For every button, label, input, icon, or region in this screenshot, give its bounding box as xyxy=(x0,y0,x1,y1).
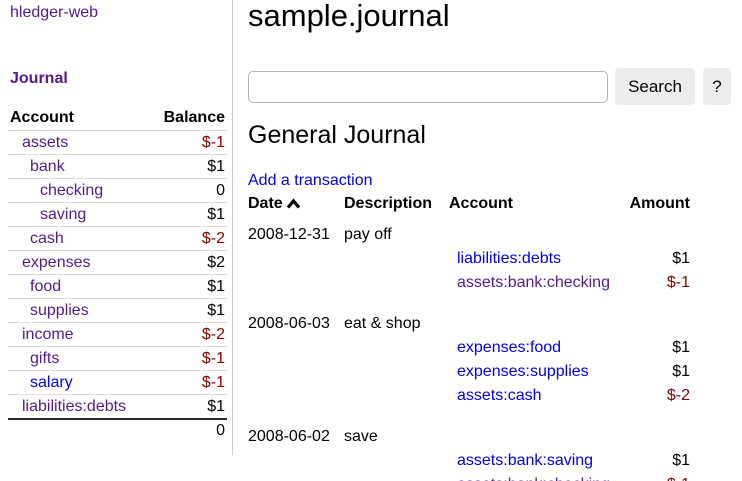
transaction-date: 2008-06-02 xyxy=(248,427,330,445)
posting-account-link[interactable]: liabilities:debts xyxy=(457,250,562,267)
posting-row: assets:bank:checking $-1 xyxy=(248,271,690,295)
transaction: 2008-06-03 eat & shop expenses:food $1 e… xyxy=(248,311,690,408)
account-link-cash[interactable]: cash xyxy=(30,229,64,247)
transaction-title-row: 2008-06-02 save xyxy=(248,424,690,449)
account-balance: $1 xyxy=(207,157,225,175)
posting-account-link[interactable]: expenses:supplies xyxy=(457,363,589,380)
posting-amount: $-1 xyxy=(580,476,690,481)
account-row-expenses: expenses $2 xyxy=(8,250,227,274)
posting-account-link[interactable]: assets:bank:checking xyxy=(457,274,610,291)
search-button[interactable]: Search xyxy=(615,68,695,105)
accounts-total-row: 0 xyxy=(8,418,227,442)
account-row-salary: salary $-1 xyxy=(8,370,227,394)
posting-account-link[interactable]: assets:bank:saving xyxy=(457,452,594,469)
account-balance: $-1 xyxy=(201,373,225,391)
search-help-button[interactable]: ? xyxy=(703,68,731,105)
posting-row: assets:bank:checking $-1 xyxy=(248,473,690,481)
account-balance: $-2 xyxy=(201,325,225,343)
account-row-assets: assets $-1 xyxy=(8,130,227,154)
account-balance: $1 xyxy=(207,301,225,319)
posting-row: liabilities:debts $1 xyxy=(248,247,690,271)
accounts-table: Account Balance assets $-1 bank $1 check… xyxy=(8,106,227,442)
account-link-gifts[interactable]: gifts xyxy=(30,349,60,367)
add-transaction-link[interactable]: Add a transaction xyxy=(248,172,373,189)
page-title: sample.journal xyxy=(248,0,450,33)
sort-ascending-icon xyxy=(286,198,300,209)
account-row-food: food $1 xyxy=(8,274,227,298)
account-link-salary[interactable]: salary xyxy=(30,373,73,391)
transaction-description: pay off xyxy=(344,225,392,243)
account-link-saving[interactable]: saving xyxy=(40,205,87,223)
account-balance: $2 xyxy=(207,253,225,271)
account-row-checking: checking 0 xyxy=(8,178,227,202)
sidebar-journal-link[interactable]: Journal xyxy=(10,70,68,87)
posting-account-link[interactable]: expenses:food xyxy=(457,339,562,356)
transaction-date: 2008-06-03 xyxy=(248,314,330,332)
journal-table: Date Description Account Amount 2008-12-… xyxy=(248,195,690,481)
account-row-saving: saving $1 xyxy=(8,202,227,226)
account-link-income[interactable]: income xyxy=(22,325,74,343)
account-balance: 0 xyxy=(216,181,225,199)
posting-row: assets:bank:saving $1 xyxy=(248,449,690,473)
posting-amount: $-1 xyxy=(666,274,690,291)
posting-amount: $-2 xyxy=(666,387,690,404)
posting-row: expenses:food $1 xyxy=(248,336,690,360)
journal-heading: General Journal xyxy=(248,121,426,149)
account-column-header: Account xyxy=(10,109,74,126)
posting-amount: $1 xyxy=(672,250,690,267)
transaction-title-row: 2008-06-03 eat & shop xyxy=(248,311,690,336)
account-row-gifts: gifts $-1 xyxy=(8,346,227,370)
posting-amount: $1 xyxy=(672,452,690,469)
search-input[interactable] xyxy=(248,71,608,103)
account-row-income: income $-2 xyxy=(8,322,227,346)
posting-account-link[interactable]: assets:bank:checking xyxy=(457,476,610,481)
account-link-checking[interactable]: checking xyxy=(40,181,104,199)
account-row-bank: bank $1 xyxy=(8,154,227,178)
transaction-title-row: 2008-12-31 pay off xyxy=(248,222,690,247)
brand-link[interactable]: hledger-web xyxy=(10,4,99,21)
account-row-cash: cash $-2 xyxy=(8,226,227,250)
transaction: 2008-12-31 pay off liabilities:debts $1 … xyxy=(248,222,690,295)
transaction: 2008-06-02 save assets:bank:saving $1 as… xyxy=(248,424,690,481)
posting-amount: $1 xyxy=(672,339,690,356)
posting-row: assets:cash $-2 xyxy=(248,384,690,408)
description-column-header: Description xyxy=(344,195,433,212)
sidebar: hledger-web Journal Account Balance asse… xyxy=(0,0,233,455)
transaction-date: 2008-12-31 xyxy=(248,225,330,243)
account-link-supplies[interactable]: supplies xyxy=(30,301,89,319)
account-link-food[interactable]: food xyxy=(30,277,62,295)
account-balance: $-1 xyxy=(201,349,225,367)
account-balance: $1 xyxy=(207,397,225,415)
transaction-description: eat & shop xyxy=(344,314,421,332)
account-balance: $1 xyxy=(207,205,225,223)
posting-row: expenses:supplies $1 xyxy=(248,360,690,384)
account-balance: $-2 xyxy=(201,229,225,247)
posting-account-link[interactable]: assets:cash xyxy=(457,387,542,404)
amount-column-header: Amount xyxy=(629,195,690,212)
account-row-supplies: supplies $1 xyxy=(8,298,227,322)
balance-column-header: Balance xyxy=(163,109,225,126)
journal-table-header: Date Description Account Amount xyxy=(248,195,690,222)
posting-amount: $1 xyxy=(672,363,690,380)
accounts-table-header: Account Balance xyxy=(8,106,227,130)
account-link-assets[interactable]: assets xyxy=(22,133,69,151)
account-link-liabilities-debts[interactable]: liabilities:debts xyxy=(22,397,127,415)
main-content: sample.journal Search ? General Journal … xyxy=(233,0,742,481)
account-balance: $-1 xyxy=(201,133,225,151)
account-balance: $1 xyxy=(207,277,225,295)
account-link-expenses[interactable]: expenses xyxy=(22,253,91,271)
account-link-bank[interactable]: bank xyxy=(30,157,65,175)
date-column-header[interactable]: Date xyxy=(248,195,344,213)
account-column-header: Account xyxy=(449,195,513,212)
account-row-liabilities-debts: liabilities:debts $1 xyxy=(8,394,227,418)
transaction-description: save xyxy=(344,427,378,445)
accounts-total-balance: 0 xyxy=(216,422,225,439)
